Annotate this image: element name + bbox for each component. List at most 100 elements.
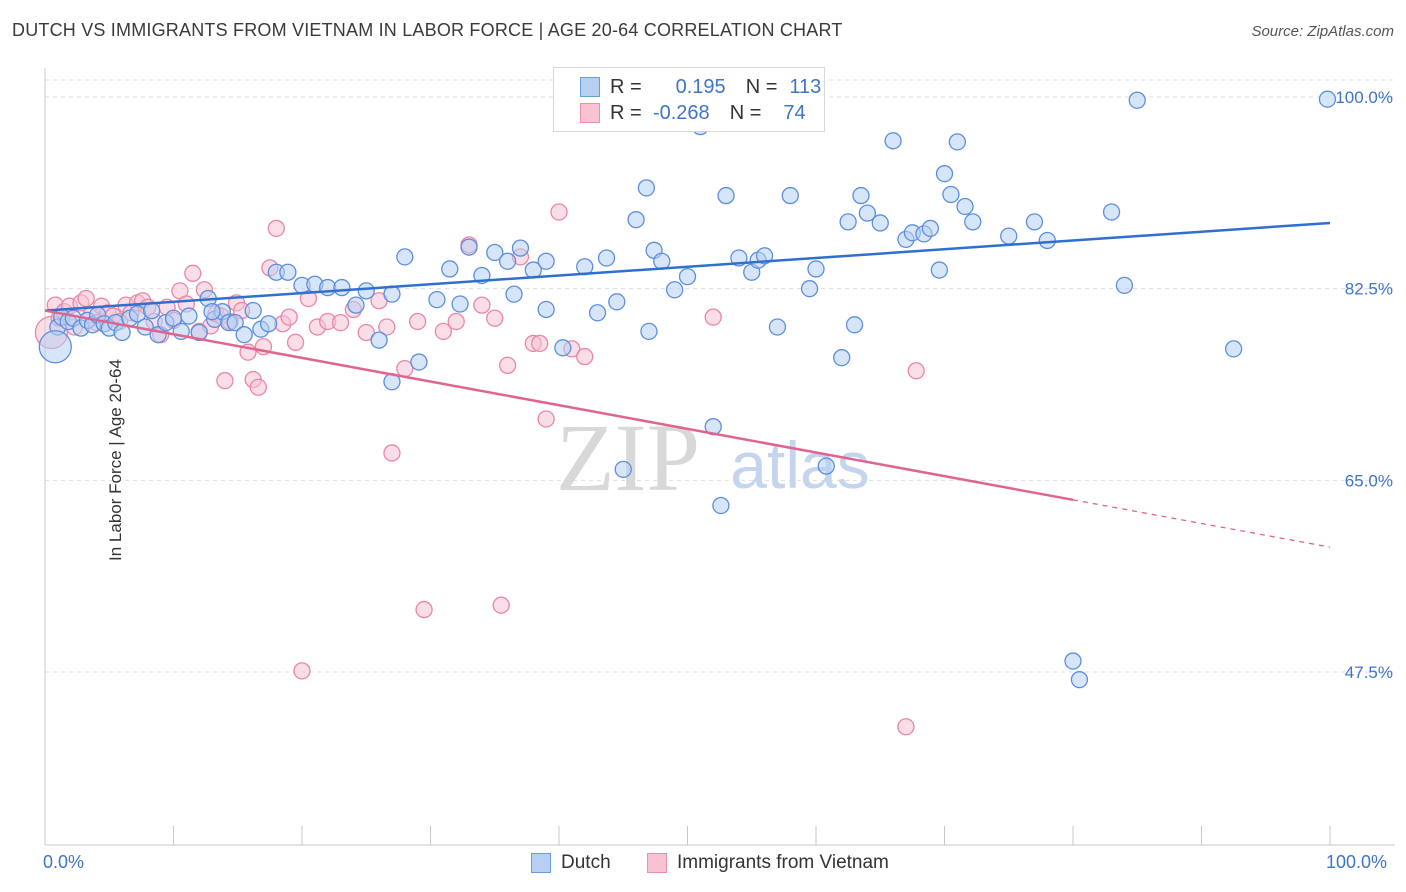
dutch-point (964, 213, 982, 231)
dutch-point (884, 132, 902, 150)
dutch-point (852, 186, 870, 205)
vietnam-n-value: 74 (783, 101, 806, 124)
dutch-point (451, 295, 469, 313)
dutch-point (781, 186, 799, 205)
dutch-point (1115, 276, 1134, 295)
dutch-point (839, 213, 857, 231)
dutch-legend-swatch (531, 853, 551, 873)
vietnam-point (498, 356, 517, 374)
dutch-n-label: N = (745, 75, 778, 98)
vietnam-point (77, 289, 95, 308)
vietnam-trend-line-dashed (1072, 499, 1331, 548)
dutch-point (807, 260, 825, 278)
dutch-point (948, 133, 966, 151)
dutch-point (858, 204, 877, 222)
dutch-point (38, 330, 72, 364)
y-axis-label: In Labor Force | Age 20-64 (105, 359, 125, 561)
dutch-point (410, 353, 428, 371)
vietnam-n-label: N = (729, 101, 762, 124)
dutch-point (1128, 91, 1146, 109)
dutch-point (235, 326, 253, 344)
dutch-point (428, 290, 446, 309)
vietnam-point (550, 203, 568, 221)
vietnam-r-label: R = (610, 101, 642, 124)
dutch-point (1038, 231, 1056, 250)
vietnam-point (537, 410, 555, 428)
legend-row-dutch: R = 0.195 N = 113 (580, 75, 821, 99)
dutch-points (38, 90, 1337, 689)
dutch-point (640, 322, 658, 341)
y-tick-label: 100.0% (1335, 88, 1393, 107)
dutch-point (537, 300, 555, 319)
watermark-atlas: atlas (730, 428, 869, 502)
vietnam-point (408, 312, 427, 331)
vietnam-legend-label: Immigrants from Vietnam (677, 852, 889, 873)
dutch-point (460, 238, 478, 256)
dutch-point (930, 261, 949, 279)
vietnam-point (184, 264, 202, 282)
dutch-point (505, 285, 523, 303)
dutch-n-value: 113 (789, 75, 822, 98)
dutch-point (441, 260, 459, 278)
vietnam-legend-swatch (647, 853, 667, 873)
vietnam-point (486, 309, 504, 327)
dutch-point (588, 304, 607, 322)
x-tick-left: 0.0% (43, 852, 85, 872)
chart-title: DUTCH VS IMMIGRANTS FROM VIETNAM IN LABO… (12, 20, 843, 40)
dutch-point (1000, 227, 1018, 245)
dutch-point (717, 186, 735, 205)
dutch-point (614, 460, 632, 479)
dutch-point (666, 281, 684, 299)
vietnam-point (907, 362, 925, 380)
vietnam-point (383, 444, 401, 462)
dutch-r-value: 0.195 (675, 75, 726, 98)
vietnam-point (576, 347, 594, 366)
dutch-point (768, 318, 787, 336)
dutch-point (279, 263, 297, 281)
dutch-point (537, 252, 555, 270)
vietnam-point (280, 308, 298, 326)
dutch-point (190, 323, 208, 342)
dutch-point (143, 301, 161, 320)
dutch-point (1102, 203, 1121, 221)
dutch-point (935, 165, 954, 183)
dutch-point (637, 179, 656, 197)
vietnam-r-value: -0.268 (652, 101, 710, 124)
source-label: Source: ZipAtlas.com (1251, 23, 1394, 40)
vietnam-trend-line (44, 309, 1074, 502)
vietnam-point (378, 318, 396, 336)
dutch-point (608, 293, 626, 311)
dutch-point (956, 197, 974, 216)
vietnam-point (492, 596, 510, 614)
vietnam-point (267, 219, 285, 238)
axes (44, 68, 1395, 846)
dutch-swatch (580, 77, 600, 97)
dutch-point (833, 349, 851, 367)
dutch-point (817, 457, 835, 475)
dutch-point (498, 252, 517, 270)
legend-item-dutch: Dutch (531, 852, 611, 874)
watermark-zip: ZIP (556, 404, 700, 511)
correlation-legend: R = 0.195 N = 113 R = -0.268 N = 74 (553, 67, 825, 132)
vietnam-point (415, 600, 433, 619)
dutch-point (1064, 652, 1082, 670)
dutch-point (800, 280, 819, 298)
legend-row-vietnam: R = -0.268 N = 74 (580, 101, 806, 125)
vietnam-point (286, 333, 305, 351)
y-tick-label: 65.0% (1345, 471, 1393, 490)
vietnam-point (293, 662, 311, 680)
vietnam-point (447, 312, 465, 331)
dutch-point (1070, 671, 1089, 689)
dutch-point (712, 496, 730, 515)
y-tick-labels: 47.5% 65.0% 82.5% 100.0% (1335, 88, 1393, 682)
x-tick-right: 100.0% (1326, 852, 1388, 872)
dutch-point (1224, 340, 1243, 358)
vietnam-point (331, 313, 350, 332)
dutch-point (244, 301, 262, 320)
dutch-point (1318, 90, 1337, 108)
dutch-point (554, 339, 572, 357)
dutch-point (357, 282, 375, 300)
vietnam-point (434, 322, 453, 341)
trend-lines (44, 221, 1331, 548)
vietnam-point (897, 718, 915, 736)
